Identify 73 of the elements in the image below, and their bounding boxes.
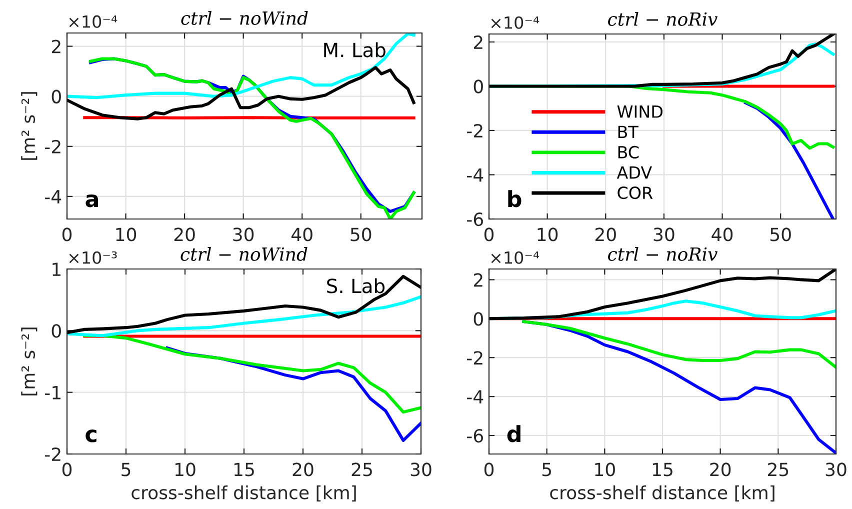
y-tick-label: -2	[467, 351, 482, 364]
x-tick-label: 40	[291, 228, 312, 242]
y-tick-label: -6	[467, 212, 484, 226]
x-axis-title: cross-shelf distance [km]	[550, 485, 774, 502]
y-tick-label: 0	[52, 90, 61, 104]
line-series	[67, 33, 416, 100]
y-tick-label: -2	[467, 124, 482, 138]
y-tick-label: 2	[474, 35, 482, 49]
y-tick-label: -6	[467, 428, 484, 443]
line-series	[522, 320, 836, 369]
y-tick-label: 1	[52, 262, 60, 276]
x-tick-label: 10	[175, 462, 196, 476]
y-tick-label: -4	[467, 168, 484, 182]
annotation: d	[507, 425, 520, 442]
x-tick-label: 30	[233, 228, 254, 242]
y-tick-label: -1	[45, 386, 60, 400]
x-tick-label: 20	[292, 462, 314, 476]
y-tick-label: 0	[52, 324, 61, 338]
x-tick-label: 0	[484, 462, 494, 476]
chart-title: ctrl − noRiv	[608, 246, 718, 261]
annotation: M. Lab	[324, 42, 386, 58]
x-tick-label: 5	[122, 462, 130, 476]
chart-title: ctrl − noRiv	[608, 12, 718, 26]
text: ×10⁻³	[69, 251, 117, 264]
x-tick-label: 30	[654, 228, 674, 242]
y-tick-label: 0	[474, 80, 483, 94]
x-tick-label: 40	[712, 228, 733, 242]
x-tick-label: 10	[595, 462, 615, 476]
line-series	[67, 274, 421, 334]
y-tick-label: -2	[45, 447, 60, 461]
x-tick-label: 0	[62, 228, 72, 242]
y-tick-label: -4	[45, 190, 62, 204]
x-tick-label: 30	[826, 462, 846, 476]
y-axis-title: [m² s⁻²]	[21, 328, 38, 396]
legend-label: ADV	[616, 166, 652, 179]
text: ×10⁻⁴	[491, 16, 540, 29]
x-tick-label: 30	[410, 462, 432, 476]
text: ×10⁻⁴	[491, 251, 540, 264]
chart-title: ctrl − noWind	[180, 246, 308, 261]
annotation: S. Lab	[327, 278, 385, 294]
x-axis-title: cross-shelf distance [km]	[132, 485, 356, 502]
legend-label: BC	[618, 146, 639, 159]
x-tick-label: 15	[652, 462, 672, 476]
legend-label: WIND	[617, 106, 662, 118]
y-tick-label: 0	[474, 312, 483, 326]
y-tick-label: -4	[467, 390, 484, 404]
legend-label: COR	[618, 186, 653, 200]
y-tick-label: 2	[474, 273, 482, 287]
y-tick-label: 2	[52, 40, 60, 54]
legend-label: BT	[618, 126, 638, 138]
y-tick-label: -2	[45, 140, 60, 154]
x-tick-label: 25	[768, 462, 788, 476]
annotation: a	[86, 194, 98, 208]
line-series	[67, 66, 416, 120]
text: ×10⁻⁴	[69, 15, 118, 28]
line-series	[67, 295, 421, 338]
x-tick-label: 20	[174, 228, 195, 242]
x-tick-label: 25	[352, 462, 372, 476]
annotation: b	[508, 190, 522, 208]
x-tick-label: 20	[595, 228, 616, 242]
x-tick-label: 0	[62, 462, 72, 476]
line-series	[83, 334, 421, 414]
x-tick-label: 10	[116, 228, 136, 242]
annotation: c	[86, 430, 96, 442]
x-tick-label: 5	[542, 462, 551, 476]
x-tick-label: 15	[234, 462, 254, 476]
x-tick-label: 20	[710, 462, 731, 476]
x-tick-label: 50	[770, 228, 791, 242]
x-tick-label: 10	[538, 228, 558, 242]
x-tick-label: 0	[484, 228, 494, 242]
x-tick-label: 50	[350, 228, 372, 242]
y-axis-title: [m² s⁻²]	[21, 92, 38, 160]
chart-title: ctrl − noWind	[181, 10, 308, 25]
